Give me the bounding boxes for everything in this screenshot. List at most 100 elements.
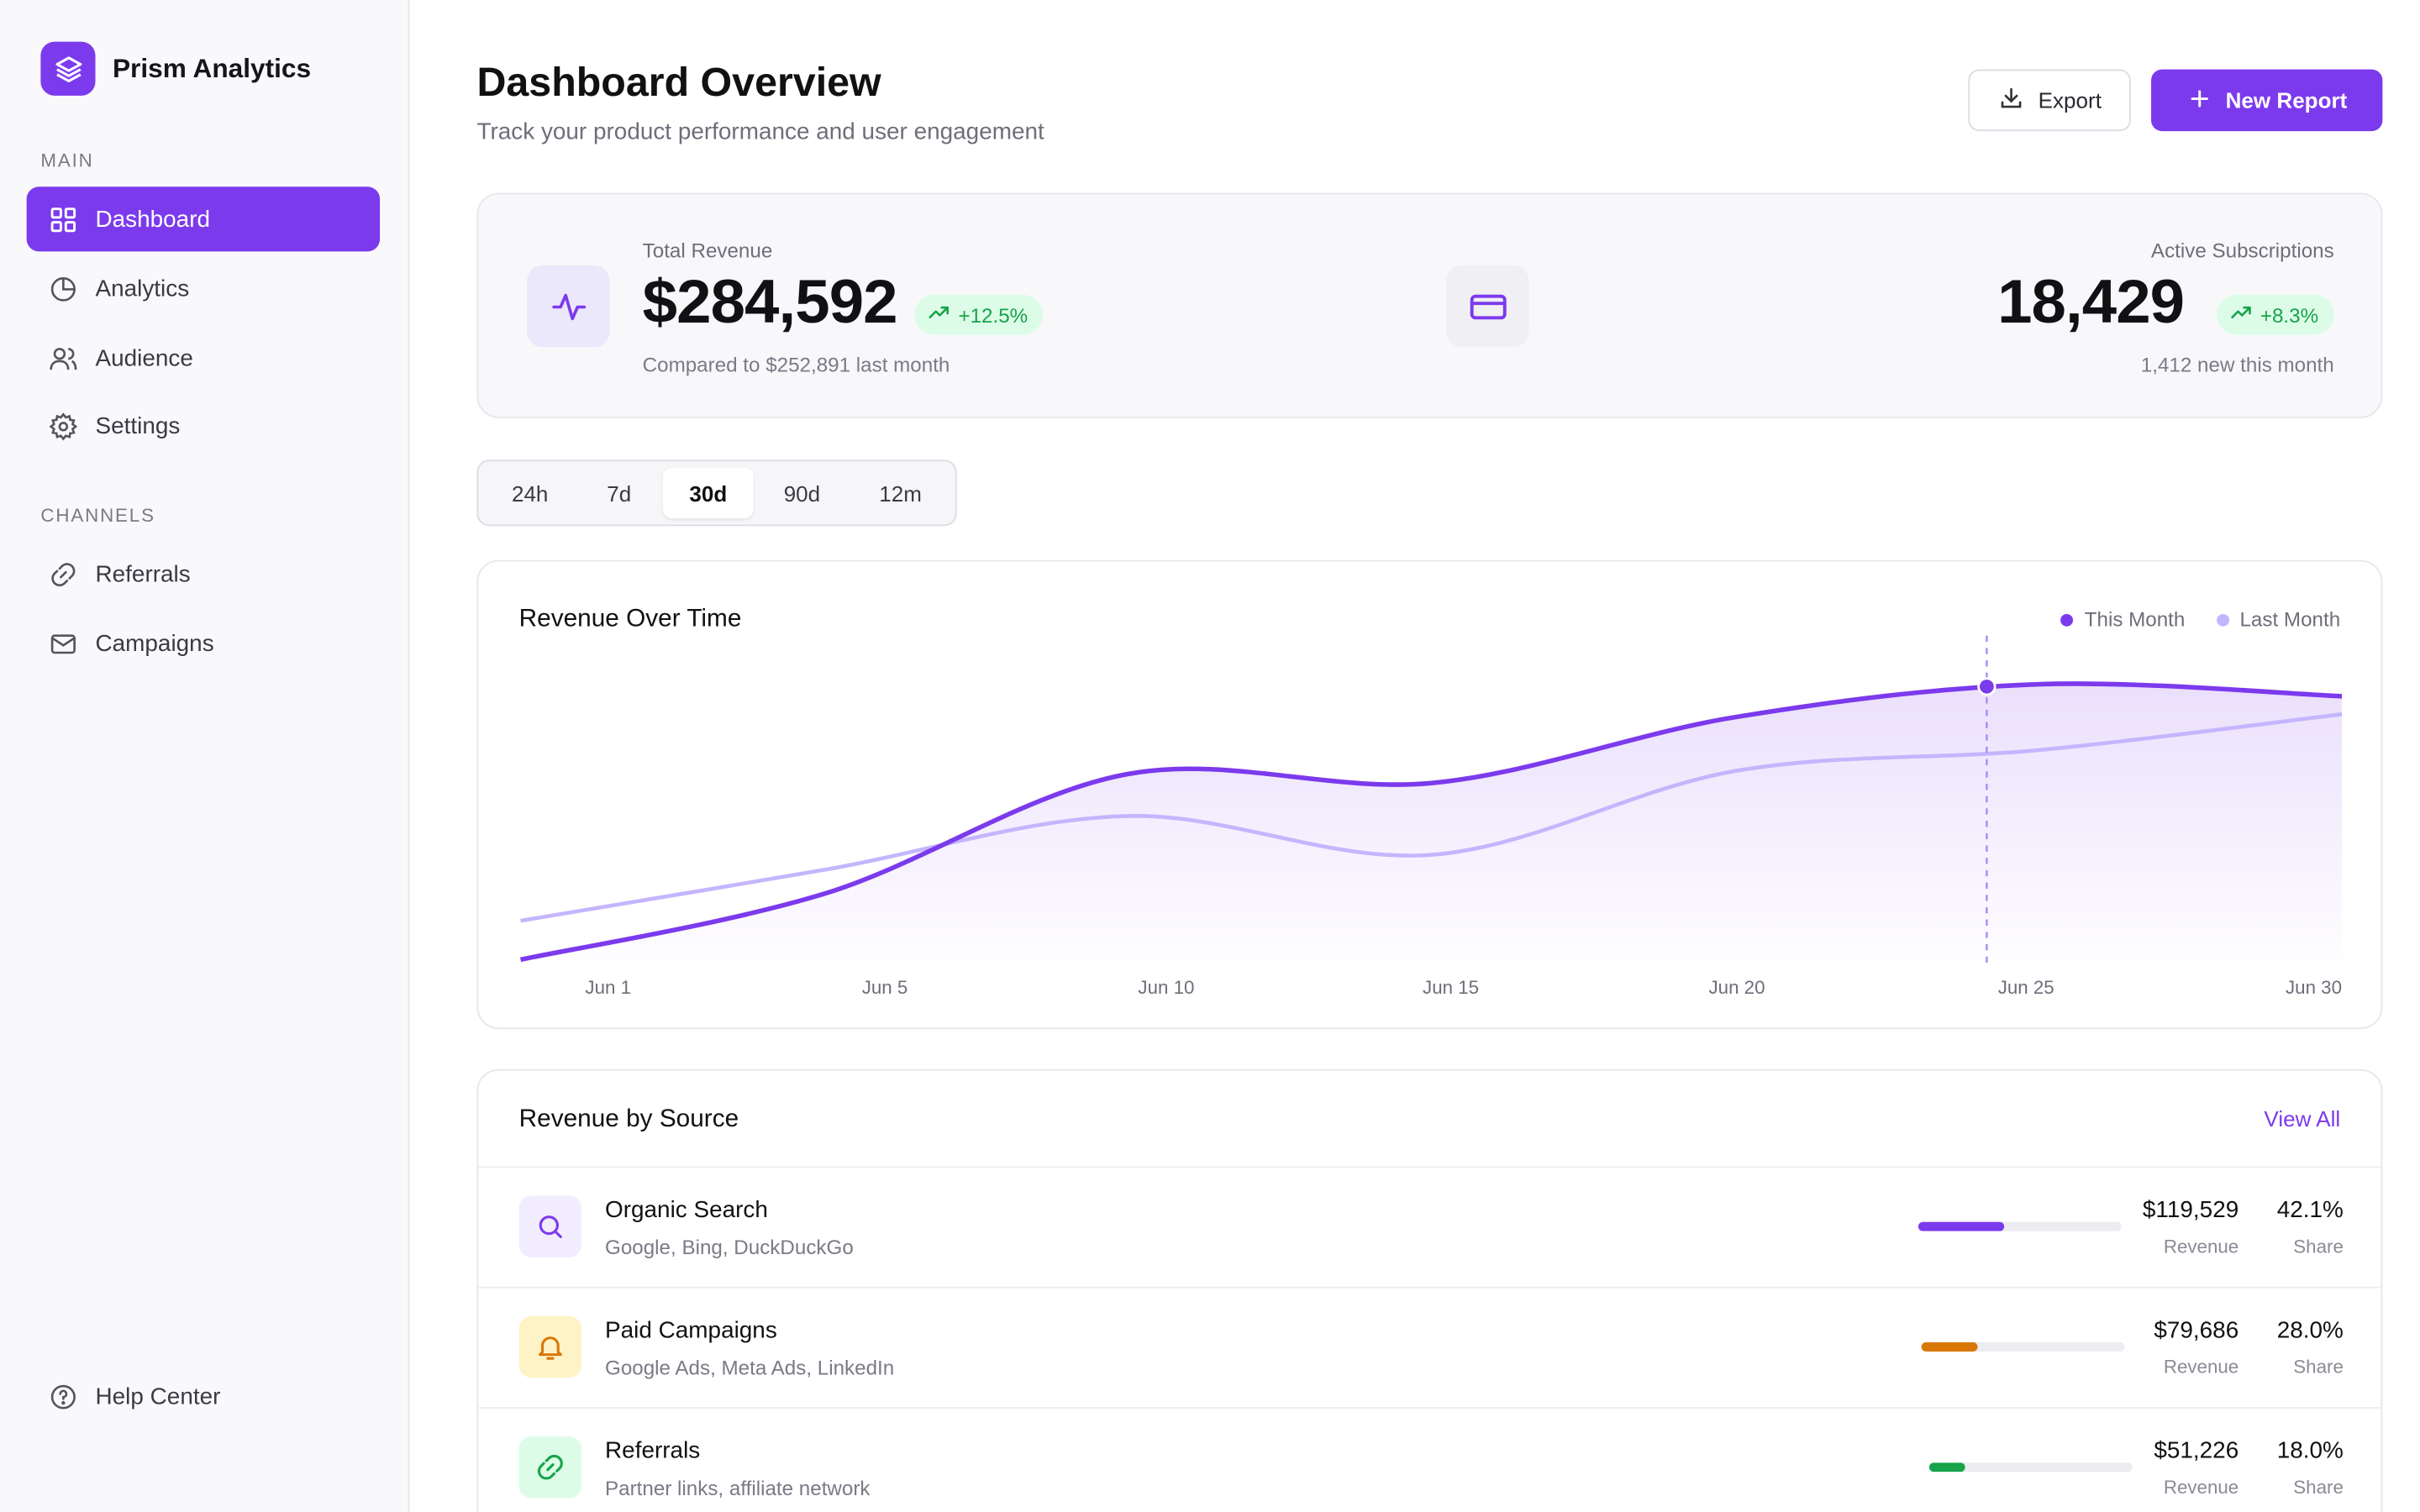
source-share-bar-fill bbox=[1928, 1462, 1966, 1473]
sidebar-item-label: Referrals bbox=[95, 560, 191, 587]
link-icon bbox=[518, 1436, 582, 1499]
trending-up-icon bbox=[2229, 301, 2253, 328]
this-month-line bbox=[519, 681, 2343, 963]
source-desc: Google Ads, Meta Ads, LinkedIn bbox=[605, 1356, 895, 1380]
this-month-area bbox=[520, 683, 2343, 960]
source-revenue-label: Revenue bbox=[2163, 1356, 2239, 1378]
legend-dot bbox=[2060, 613, 2074, 626]
source-share-label: Share bbox=[2293, 1356, 2344, 1378]
export-button-label: Export bbox=[2038, 87, 2102, 113]
page-subtitle: Track your product performance and user … bbox=[476, 118, 1044, 145]
source-revenue-label: Revenue bbox=[2163, 1476, 2239, 1499]
download-icon bbox=[1997, 85, 2024, 116]
sidebar-item-analytics[interactable]: Analytics bbox=[27, 256, 380, 321]
new-report-button-label: New Report bbox=[2225, 87, 2348, 113]
subscriptions-value: 18,429 bbox=[1997, 268, 2185, 337]
sidebar-item-label: Audience bbox=[95, 344, 193, 371]
source-share: 28.0% bbox=[2276, 1317, 2344, 1344]
chart-title: Revenue Over Time bbox=[518, 606, 742, 633]
mail-icon bbox=[47, 628, 78, 659]
subscriptions-change: +8.3% bbox=[2260, 302, 2319, 327]
time-range-selector: 24h 7d 30d 90d 12m bbox=[476, 459, 957, 527]
revenue-footnote: Compared to $252,891 last month bbox=[642, 353, 950, 377]
source-row-referrals[interactable]: Referrals Partner links, affiliate netwo… bbox=[478, 1407, 2381, 1512]
sidebar-item-help-center[interactable]: Help Center bbox=[27, 1364, 380, 1429]
view-all-link[interactable]: View All bbox=[2264, 1105, 2341, 1131]
sidebar-item-referrals[interactable]: Referrals bbox=[27, 542, 380, 606]
x-tick-label: Jun 30 bbox=[2286, 977, 2342, 998]
source-name: Paid Campaigns bbox=[605, 1317, 777, 1344]
section-label-main: MAIN bbox=[40, 150, 94, 171]
subscriptions-footnote: 1,412 new this month bbox=[2140, 353, 2334, 377]
x-tick-label: Jun 1 bbox=[585, 977, 631, 998]
activity-icon bbox=[526, 265, 610, 348]
source-share-bar bbox=[1921, 1341, 2125, 1352]
revenue-value: $284,592 bbox=[642, 268, 898, 337]
gear-icon bbox=[47, 411, 78, 442]
sidebar: Prism Analytics MAIN Dashboard Analytics… bbox=[0, 0, 410, 1512]
source-share-label: Share bbox=[2293, 1476, 2344, 1499]
sidebar-item-label: Settings bbox=[95, 412, 181, 439]
search-icon bbox=[518, 1195, 582, 1257]
stats-card: Total Revenue $284,592 +12.5% Compared t… bbox=[476, 192, 2383, 418]
source-share: 18.0% bbox=[2276, 1437, 2344, 1465]
tab-90d[interactable]: 90d bbox=[783, 480, 821, 506]
source-row-paid-campaigns[interactable]: Paid Campaigns Google Ads, Meta Ads, Lin… bbox=[478, 1286, 2381, 1407]
new-report-button[interactable]: New Report bbox=[2151, 69, 2383, 132]
export-button[interactable]: Export bbox=[1968, 69, 2131, 132]
source-name: Referrals bbox=[605, 1437, 701, 1465]
x-tick-label: Jun 10 bbox=[1138, 977, 1194, 998]
section-label-channels: CHANNELS bbox=[40, 504, 155, 527]
legend-last-month[interactable]: Last Month bbox=[2216, 607, 2341, 632]
source-row-organic-search[interactable]: Organic Search Google, Bing, DuckDuckGo … bbox=[478, 1166, 2381, 1287]
source-share-bar-fill bbox=[1918, 1221, 2004, 1231]
x-tick-label: Jun 15 bbox=[1423, 977, 1479, 998]
sidebar-item-label: Analytics bbox=[95, 275, 190, 302]
revenue-area-chart[interactable]: Jun 1 Jun 5 Jun 10 Jun 15 Jun 20 Jun 25 Jun 30 bbox=[478, 562, 2384, 1031]
sidebar-item-label: Dashboard bbox=[95, 206, 211, 233]
source-share-bar bbox=[1928, 1462, 2133, 1473]
x-tick-label: Jun 20 bbox=[1709, 977, 1765, 998]
source-name: Organic Search bbox=[605, 1197, 768, 1224]
sidebar-item-dashboard[interactable]: Dashboard bbox=[26, 186, 381, 252]
sidebar-item-audience[interactable]: Audience bbox=[27, 326, 380, 391]
x-tick-label: Jun 5 bbox=[862, 977, 908, 998]
layers-icon bbox=[40, 41, 96, 96]
tab-30d[interactable]: 30d bbox=[662, 467, 754, 519]
sidebar-item-settings[interactable]: Settings bbox=[27, 393, 380, 458]
legend-dot bbox=[2216, 613, 2229, 626]
hover-point[interactable] bbox=[1980, 680, 1994, 694]
brand[interactable]: Prism Analytics bbox=[40, 41, 312, 96]
tab-24h[interactable]: 24h bbox=[511, 480, 549, 506]
revenue-by-source-card: Revenue by Source View All Organic Searc… bbox=[476, 1068, 2383, 1512]
last-month-line bbox=[520, 711, 2343, 923]
source-revenue: $119,529 bbox=[2142, 1197, 2239, 1224]
subscriptions-label: Active Subscriptions bbox=[2150, 239, 2334, 263]
source-share: 42.1% bbox=[2276, 1197, 2344, 1224]
revenue-chart-card: Revenue Over Time This Month Last Month … bbox=[476, 559, 2384, 1031]
brand-name: Prism Analytics bbox=[112, 53, 312, 83]
revenue-change: +12.5% bbox=[958, 302, 1028, 327]
trending-up-icon bbox=[927, 301, 950, 328]
revenue-label: Total Revenue bbox=[642, 239, 773, 263]
bell-icon bbox=[518, 1315, 582, 1378]
tab-12m[interactable]: 12m bbox=[879, 480, 922, 506]
sidebar-item-campaigns[interactable]: Campaigns bbox=[27, 611, 380, 675]
pie-chart-icon bbox=[47, 273, 78, 304]
page-title: Dashboard Overview bbox=[476, 58, 881, 105]
tab-7d[interactable]: 7d bbox=[607, 480, 632, 506]
users-icon bbox=[47, 343, 78, 374]
source-desc: Partner links, affiliate network bbox=[605, 1476, 871, 1500]
link-icon bbox=[47, 559, 78, 590]
legend-this-month[interactable]: This Month bbox=[2060, 608, 2185, 631]
legend-label: Last Month bbox=[2239, 607, 2341, 632]
revenue-change-badge: +12.5% bbox=[914, 294, 1044, 335]
source-share-bar-fill bbox=[1921, 1341, 1979, 1352]
source-revenue: $51,226 bbox=[2154, 1437, 2239, 1465]
help-circle-icon bbox=[47, 1381, 78, 1412]
sidebar-item-label: Help Center bbox=[95, 1383, 221, 1410]
grid-icon bbox=[47, 203, 78, 234]
source-share-bar bbox=[1918, 1221, 2122, 1231]
credit-card-icon bbox=[1445, 265, 1529, 348]
